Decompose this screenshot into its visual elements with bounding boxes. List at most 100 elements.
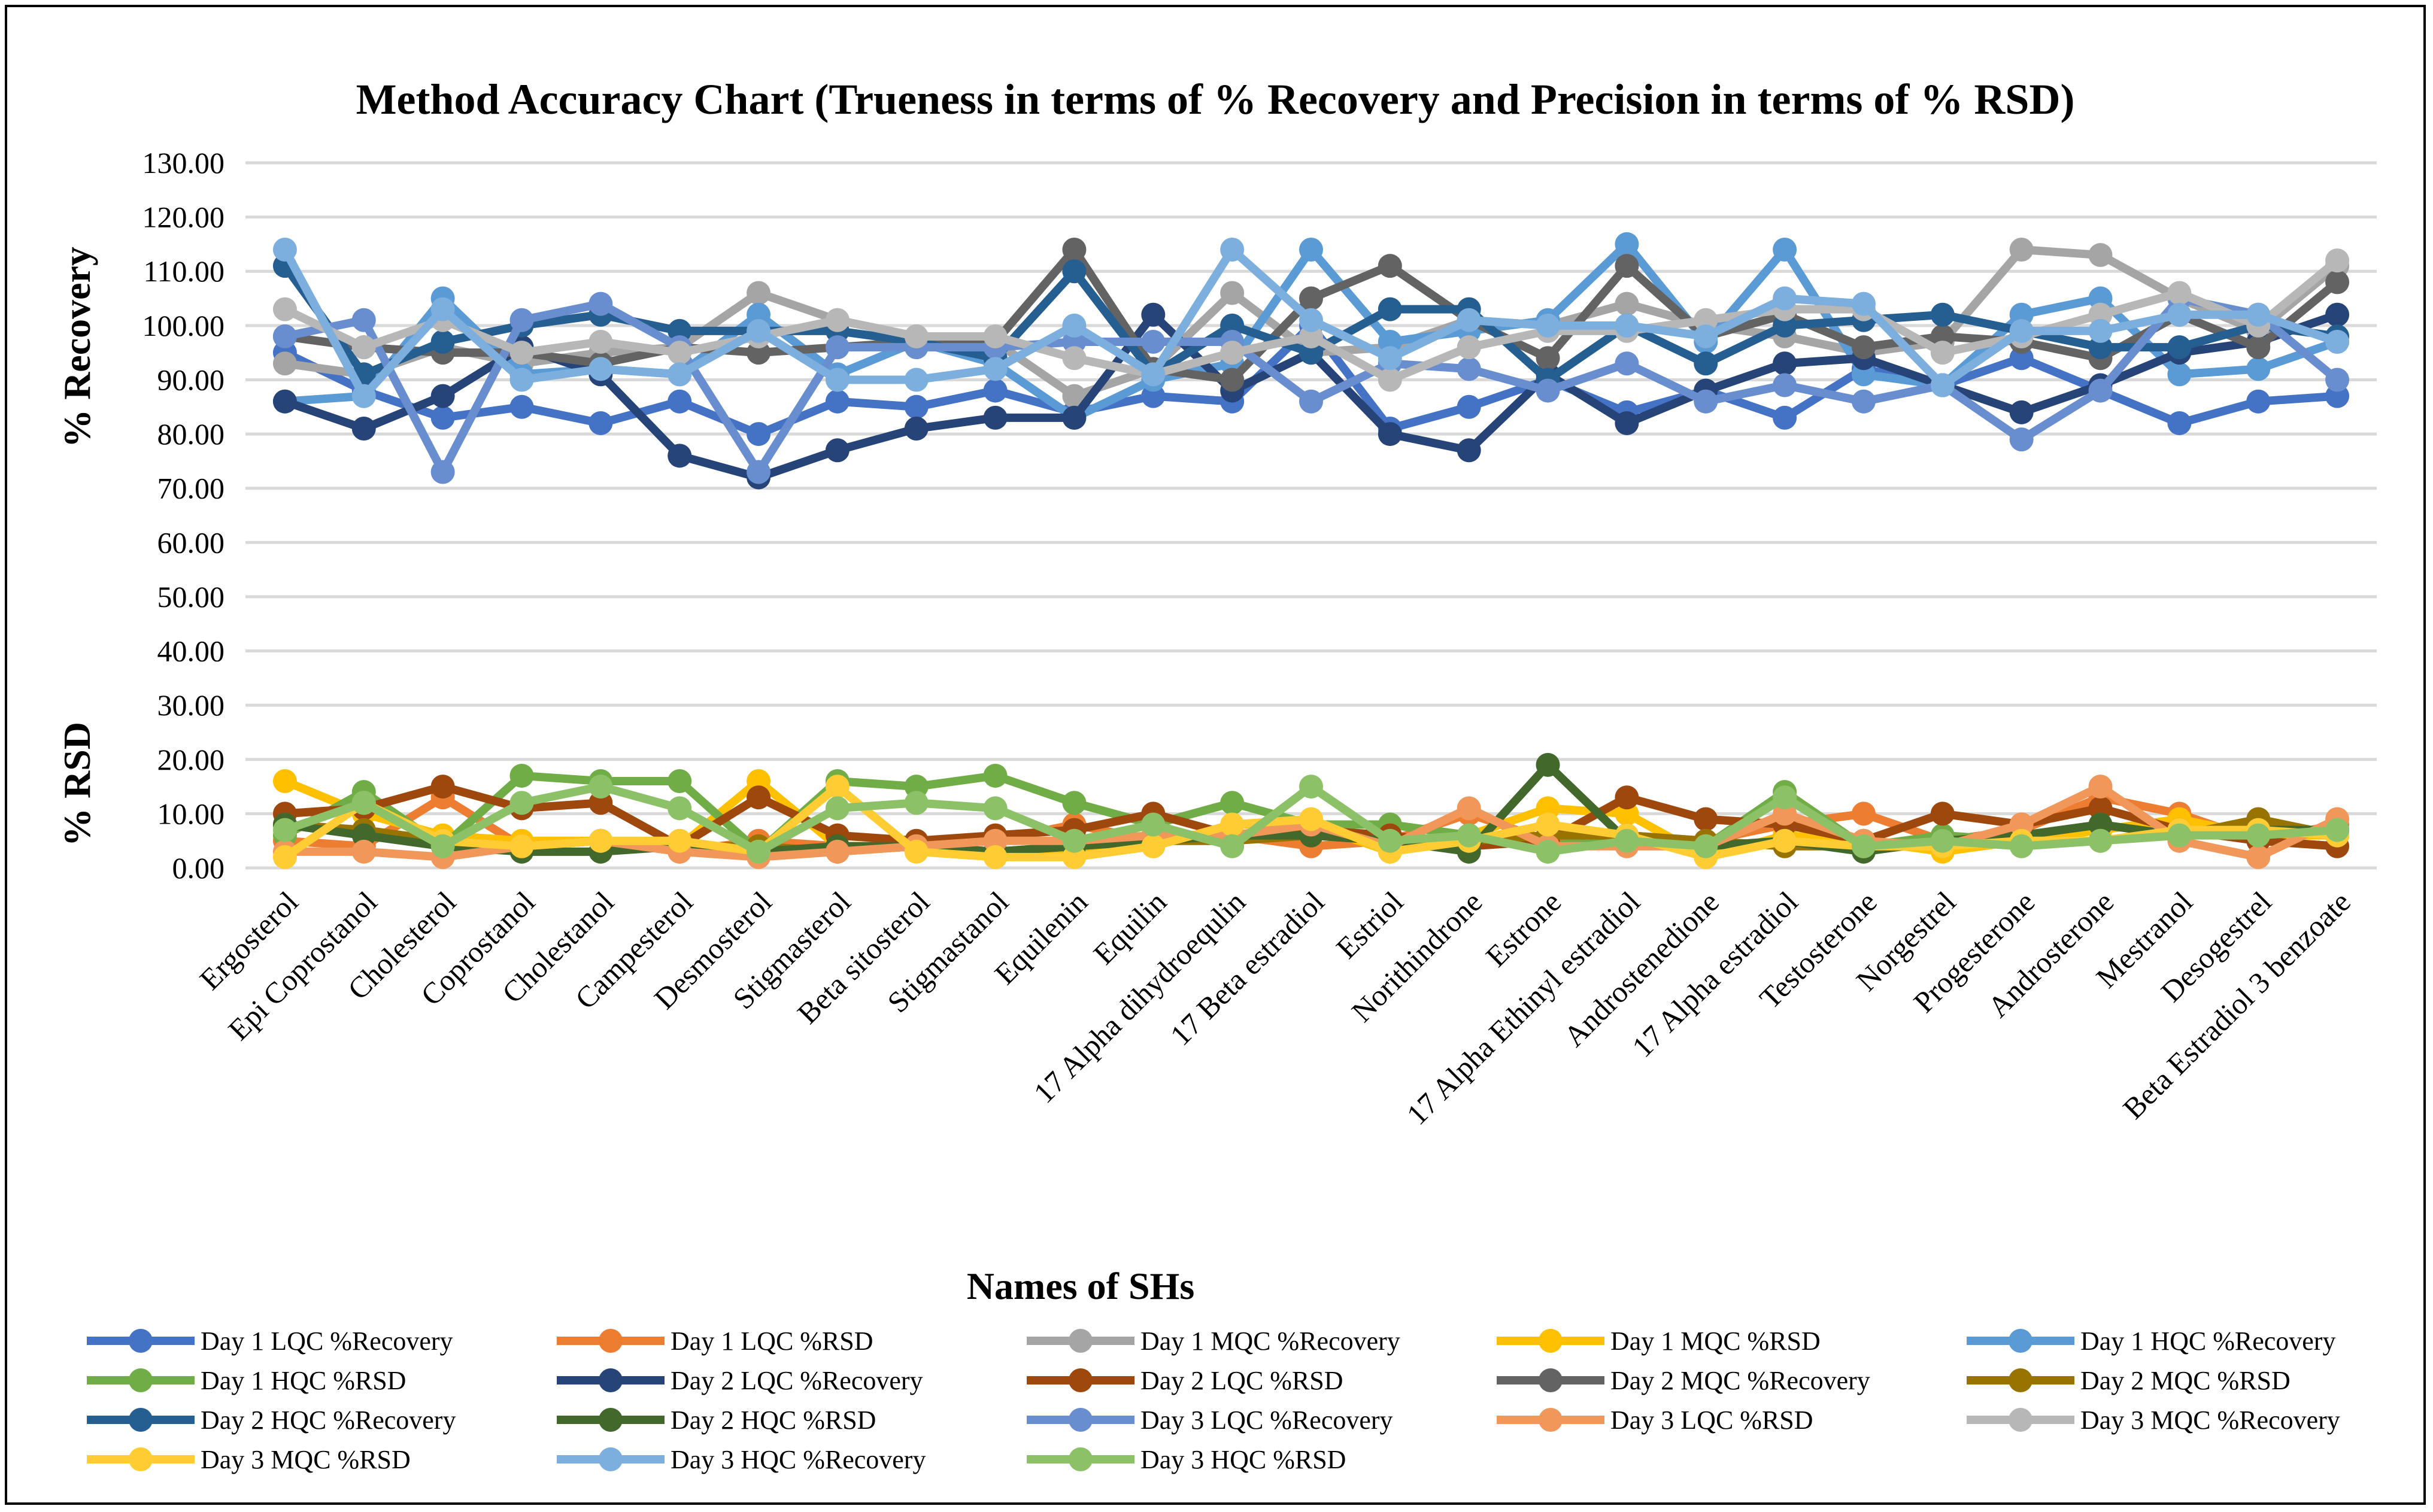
data-point bbox=[825, 438, 850, 463]
data-point bbox=[2009, 400, 2034, 424]
data-point bbox=[1773, 351, 1797, 376]
data-point bbox=[904, 791, 929, 815]
y-tick-label: 80.00 bbox=[157, 417, 225, 451]
data-point bbox=[430, 384, 455, 408]
data-point bbox=[1851, 292, 1876, 316]
legend-swatch-marker bbox=[1069, 1368, 1093, 1392]
legend-item: Day 2 HQC %Recovery bbox=[87, 1405, 456, 1435]
data-point bbox=[825, 775, 850, 799]
data-point bbox=[2325, 368, 2350, 392]
data-point bbox=[1378, 254, 1402, 278]
data-point bbox=[2167, 281, 2192, 305]
data-point bbox=[747, 460, 771, 484]
data-point bbox=[825, 368, 850, 392]
data-point bbox=[1773, 405, 1797, 430]
data-point bbox=[747, 422, 771, 447]
series-16 bbox=[272, 237, 2350, 408]
data-point bbox=[351, 791, 376, 815]
legend-item: Day 3 HQC %RSD bbox=[1027, 1445, 1346, 1474]
data-point bbox=[747, 281, 771, 305]
data-point bbox=[2246, 823, 2271, 848]
data-point bbox=[2009, 237, 2034, 262]
data-point bbox=[1141, 330, 1166, 354]
legend-item: Day 2 LQC %RSD bbox=[1027, 1366, 1343, 1395]
data-point bbox=[1615, 828, 1639, 853]
data-point bbox=[1378, 422, 1402, 447]
series-17 bbox=[272, 775, 2350, 864]
data-point bbox=[1141, 302, 1166, 327]
legend-item: Day 1 LQC %RSD bbox=[557, 1326, 873, 1356]
legend-label: Day 1 MQC %Recovery bbox=[1140, 1326, 1400, 1356]
y-tick-labels: 0.00 10.00 20.00 30.00 40.00 50.00 60.00 70.00 8… bbox=[142, 146, 225, 885]
data-point bbox=[351, 308, 376, 332]
data-point bbox=[1694, 351, 1718, 376]
legend-label: Day 2 MQC %Recovery bbox=[1610, 1366, 1870, 1395]
data-point bbox=[1930, 373, 1955, 397]
legend-label: Day 3 LQC %Recovery bbox=[1140, 1405, 1393, 1435]
legend-label: Day 2 LQC %Recovery bbox=[671, 1366, 923, 1395]
data-point bbox=[904, 324, 929, 348]
data-point bbox=[1457, 823, 1481, 848]
legend-label: Day 2 MQC %RSD bbox=[2080, 1366, 2291, 1395]
data-point bbox=[588, 775, 613, 799]
data-point bbox=[1930, 302, 1955, 327]
data-point bbox=[1773, 237, 1797, 262]
data-point bbox=[351, 335, 376, 360]
data-point bbox=[1457, 335, 1481, 360]
data-point bbox=[2009, 834, 2034, 858]
data-point bbox=[1851, 335, 1876, 360]
data-point bbox=[2088, 378, 2113, 403]
gridlines bbox=[245, 161, 2377, 870]
legend-item: Day 1 HQC %Recovery bbox=[1967, 1326, 2335, 1356]
legend-label: Day 2 LQC %RSD bbox=[1140, 1366, 1343, 1395]
y-tick-label: 60.00 bbox=[157, 526, 225, 559]
data-point bbox=[272, 237, 297, 262]
data-point bbox=[1299, 389, 1323, 414]
data-point bbox=[1536, 752, 1560, 777]
legend-swatch-marker bbox=[599, 1447, 623, 1471]
data-point bbox=[668, 362, 692, 387]
data-point bbox=[904, 417, 929, 441]
chart-title: Method Accuracy Chart (Trueness in terms… bbox=[356, 75, 2075, 123]
data-point bbox=[1299, 807, 1323, 831]
data-point bbox=[825, 389, 850, 414]
legend-swatch-marker bbox=[599, 1329, 623, 1353]
legend-item: Day 1 MQC %RSD bbox=[1497, 1326, 1821, 1356]
legend-swatch-marker bbox=[1069, 1329, 1093, 1353]
y-tick-label: 70.00 bbox=[157, 472, 225, 505]
data-point bbox=[1220, 368, 1245, 392]
data-point bbox=[2167, 823, 2192, 848]
legend-item: Day 3 LQC %RSD bbox=[1497, 1405, 1813, 1435]
data-point bbox=[2009, 318, 2034, 343]
data-point bbox=[825, 308, 850, 332]
legend-item: Day 2 LQC %Recovery bbox=[557, 1366, 923, 1395]
legend-swatch-marker bbox=[1069, 1447, 1093, 1471]
data-point bbox=[1062, 405, 1087, 430]
legend-swatch-marker bbox=[129, 1447, 153, 1471]
data-point bbox=[509, 834, 534, 858]
data-point bbox=[2325, 248, 2350, 273]
data-point bbox=[668, 389, 692, 414]
data-point bbox=[668, 828, 692, 853]
data-point bbox=[983, 324, 1008, 348]
y-tick-label: 50.00 bbox=[157, 580, 225, 614]
data-point bbox=[2325, 818, 2350, 842]
legend-item: Day 3 MQC %RSD bbox=[87, 1445, 411, 1474]
data-point bbox=[983, 763, 1008, 788]
data-point bbox=[1062, 828, 1087, 853]
data-point bbox=[1220, 237, 1245, 262]
data-point bbox=[588, 292, 613, 316]
legend: Day 1 LQC %Recovery Day 1 LQC %RSD Day 1 M… bbox=[87, 1326, 2340, 1474]
data-point bbox=[1299, 286, 1323, 311]
data-point bbox=[1851, 834, 1876, 858]
data-point bbox=[1457, 308, 1481, 332]
data-point bbox=[1694, 834, 1718, 858]
data-point bbox=[2088, 828, 2113, 853]
data-point bbox=[2246, 302, 2271, 327]
data-point bbox=[2009, 427, 2034, 452]
y-tick-label: 20.00 bbox=[157, 743, 225, 776]
data-point bbox=[588, 411, 613, 435]
data-point bbox=[668, 796, 692, 821]
legend-item: Day 2 MQC %RSD bbox=[1967, 1366, 2291, 1395]
